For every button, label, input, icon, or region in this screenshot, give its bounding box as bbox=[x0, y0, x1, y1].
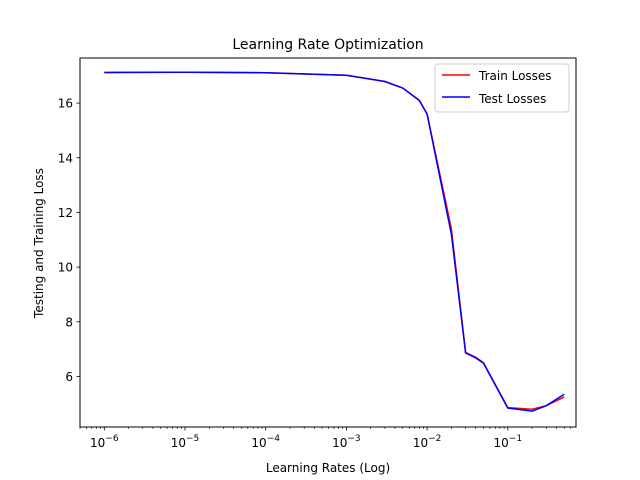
legend-label-train: Train Losses bbox=[478, 69, 552, 83]
chart-title: Learning Rate Optimization bbox=[232, 37, 423, 53]
x-tick-label: 10−6 bbox=[90, 434, 119, 450]
legend-box bbox=[434, 63, 570, 113]
x-tick-label: 10−5 bbox=[171, 434, 200, 450]
x-tick-label: 10−2 bbox=[413, 434, 442, 450]
y-tick-label: 14 bbox=[58, 151, 73, 165]
y-tick-label: 8 bbox=[65, 315, 73, 329]
legend: Train Losses Test Losses bbox=[434, 63, 570, 113]
x-axis: 10−6 10−5 10−4 10−3 10−2 10−1 bbox=[79, 427, 571, 450]
x-tick-label: 10−4 bbox=[251, 434, 280, 450]
x-tick-label: 10−3 bbox=[332, 434, 361, 450]
series-line-test-losses bbox=[104, 71, 565, 412]
y-tick-label: 6 bbox=[65, 370, 73, 384]
plot-frame bbox=[79, 57, 577, 428]
y-tick-label: 10 bbox=[58, 261, 73, 275]
x-axis-label: Learning Rates (Log) bbox=[266, 461, 390, 475]
plot-lines bbox=[104, 71, 565, 412]
y-axis-label: Testing and Training Loss bbox=[32, 168, 46, 319]
y-tick-label: 16 bbox=[58, 97, 73, 111]
x-tick-label: 10−1 bbox=[494, 434, 523, 450]
y-tick-label: 12 bbox=[58, 206, 73, 220]
y-axis: 6 8 10 12 14 16 bbox=[58, 97, 80, 384]
series-line-train-losses bbox=[104, 71, 565, 410]
legend-label-test: Test Losses bbox=[478, 92, 546, 106]
